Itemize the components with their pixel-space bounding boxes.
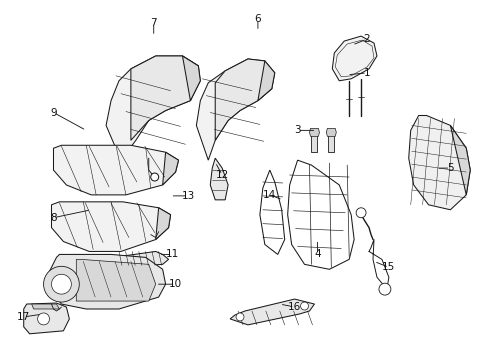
Text: 1: 1 <box>363 68 369 78</box>
Text: 3: 3 <box>294 125 300 135</box>
Polygon shape <box>196 59 274 160</box>
Text: 15: 15 <box>382 262 395 272</box>
Polygon shape <box>49 255 165 309</box>
Circle shape <box>150 173 158 181</box>
Circle shape <box>236 313 244 321</box>
Text: 10: 10 <box>169 279 182 289</box>
Polygon shape <box>182 56 200 100</box>
Polygon shape <box>257 61 274 100</box>
Polygon shape <box>215 59 271 140</box>
Polygon shape <box>309 129 319 136</box>
Text: 17: 17 <box>17 312 30 322</box>
Polygon shape <box>24 303 69 334</box>
Text: 2: 2 <box>363 34 369 44</box>
Text: 11: 11 <box>165 249 179 260</box>
Text: 7: 7 <box>150 18 157 28</box>
Polygon shape <box>327 135 334 152</box>
Circle shape <box>300 302 308 310</box>
Polygon shape <box>230 299 314 325</box>
Polygon shape <box>32 304 60 309</box>
Text: 9: 9 <box>50 108 57 117</box>
Text: 14: 14 <box>263 190 276 200</box>
Polygon shape <box>210 158 228 200</box>
Polygon shape <box>163 152 178 185</box>
Polygon shape <box>449 125 469 195</box>
Circle shape <box>38 313 49 325</box>
Circle shape <box>43 266 79 302</box>
Text: 4: 4 <box>313 249 320 260</box>
Polygon shape <box>76 260 155 301</box>
Text: 12: 12 <box>215 170 228 180</box>
Polygon shape <box>332 36 376 81</box>
Text: 16: 16 <box>287 302 301 312</box>
Circle shape <box>378 283 390 295</box>
Polygon shape <box>106 56 200 160</box>
Polygon shape <box>408 116 469 210</box>
Circle shape <box>355 208 366 218</box>
Polygon shape <box>131 56 198 140</box>
Polygon shape <box>311 135 317 152</box>
Text: 8: 8 <box>50 213 57 223</box>
Polygon shape <box>113 251 168 267</box>
Polygon shape <box>155 208 170 239</box>
Polygon shape <box>51 202 170 251</box>
Text: 6: 6 <box>254 14 261 24</box>
Polygon shape <box>325 129 336 136</box>
Text: 13: 13 <box>182 191 195 201</box>
Text: 5: 5 <box>446 163 453 173</box>
Circle shape <box>51 274 71 294</box>
Polygon shape <box>53 145 178 195</box>
